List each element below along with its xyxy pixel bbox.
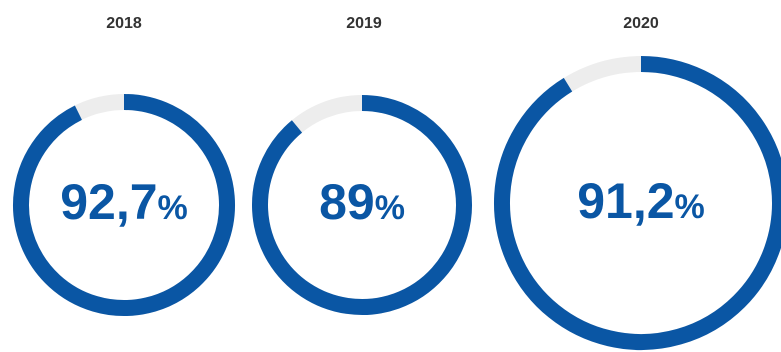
donut-2020: 91,2% [494,56,781,350]
donut-value-unit-2019: % [375,189,405,227]
donut-value-2019: 89% [319,174,405,230]
donut-value-number-2019: 89 [319,174,375,230]
donut-progress-2019 [252,95,472,315]
year-label-2019: 2019 [346,15,382,32]
year-label-2020: 2020 [623,15,659,32]
donut-progress-2020 [494,56,781,350]
donut-value-number-2020: 91,2 [577,173,674,229]
donut-2019: 89% [252,95,472,315]
donut-value-number-2018: 92,7 [60,174,157,230]
donut-value-2018: 92,7% [60,174,188,230]
year-label-2018: 2018 [106,15,142,32]
donut-value-2020: 91,2% [577,173,705,229]
donut-2018: 92,7% [13,94,236,316]
donut-value-unit-2020: % [675,188,705,226]
donut-value-unit-2018: % [158,189,188,227]
donut-progress-2018 [13,94,236,316]
